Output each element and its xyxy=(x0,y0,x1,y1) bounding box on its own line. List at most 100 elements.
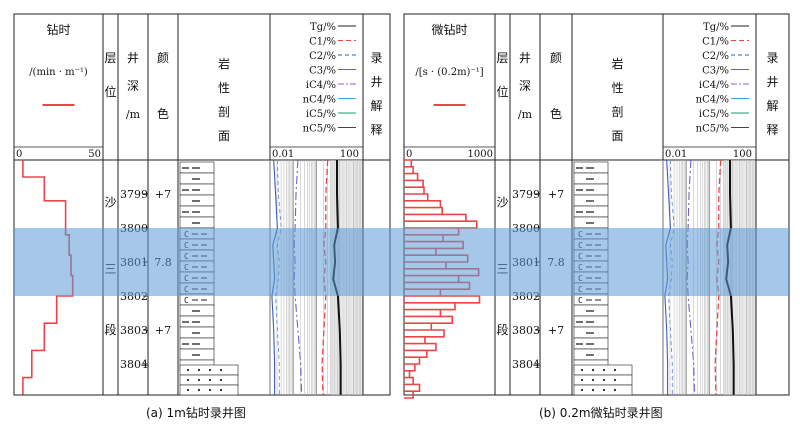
layer-title: 层 xyxy=(496,51,508,65)
depth-title: 深 xyxy=(519,79,531,93)
litho-dot xyxy=(208,368,212,372)
gas-scale-max: 100 xyxy=(733,149,752,160)
interpretation-title: 录 xyxy=(370,51,382,65)
depth-label: 3799 xyxy=(120,188,148,201)
depth-label: 3804 xyxy=(512,358,540,371)
lithology-title: 岩 xyxy=(218,56,230,71)
gas-scale-max: 100 xyxy=(340,149,359,160)
depth-title: 深 xyxy=(127,79,139,93)
c2-curve xyxy=(686,159,696,395)
lithology-title: 面 xyxy=(218,129,230,143)
litho-dot xyxy=(591,368,595,372)
color-title: 色 xyxy=(157,107,169,121)
lithology-title: 岩 xyxy=(611,56,623,71)
litho-dot xyxy=(219,368,223,372)
drill-title: 微钻时 xyxy=(431,22,467,37)
highlight-band xyxy=(14,228,790,296)
color-value: +7 xyxy=(548,324,564,337)
drill-scale-min: 0 xyxy=(16,149,22,160)
litho-dot xyxy=(591,388,595,392)
lithology-title: 剖 xyxy=(611,105,623,119)
c2-curve xyxy=(293,159,303,395)
drill-title: 钻时 xyxy=(46,22,70,37)
layer-title: 位 xyxy=(104,84,116,99)
drill-unit: /[s · (0.2m)⁻¹] xyxy=(415,67,483,78)
depth-label: 3803 xyxy=(512,324,540,337)
panel-a: 钻时/(min · m⁻¹)0 50层位井深/m颜色岩性剖面录井解释Tg/%C1/… xyxy=(13,13,391,396)
legend-label: C3/% xyxy=(702,66,729,77)
litho-dot xyxy=(613,378,617,382)
litho-dot xyxy=(186,388,190,392)
legend-label: nC5/% xyxy=(696,124,729,135)
litho-dot xyxy=(580,378,584,382)
litho-dot xyxy=(208,388,212,392)
depth-title: /m xyxy=(518,108,533,121)
depth-label: 3804 xyxy=(120,358,148,371)
litho-dot xyxy=(219,388,223,392)
depth-label: 3803 xyxy=(120,324,148,337)
drill-scale-max: 1000 xyxy=(468,149,493,160)
color-title: 颜 xyxy=(157,50,169,65)
formation-label: 段 xyxy=(496,322,508,337)
interpretation-title: 录 xyxy=(766,51,778,65)
lithology-title: 剖 xyxy=(218,105,230,119)
color-value: +7 xyxy=(155,324,171,337)
litho-dot xyxy=(613,388,617,392)
legend-label: C1/% xyxy=(702,37,729,48)
color-value: +7 xyxy=(548,188,564,201)
drill-scale-min: 0 xyxy=(406,149,412,160)
litho-dot xyxy=(580,388,584,392)
lithology-title: 面 xyxy=(611,129,623,143)
litho-dot xyxy=(602,388,606,392)
litho-dot xyxy=(602,368,606,372)
litho-dot xyxy=(186,368,190,372)
layer-title: 位 xyxy=(496,84,508,99)
litho-symbol: C xyxy=(184,296,189,305)
gas-scale-min: 0.01 xyxy=(272,149,294,160)
litho-dot xyxy=(613,368,617,372)
legend-label: C2/% xyxy=(309,51,336,62)
interpretation-title: 释 xyxy=(370,123,382,137)
legend-label: C2/% xyxy=(702,51,729,62)
litho-dot xyxy=(197,368,201,372)
ic4-curve xyxy=(275,159,282,395)
interpretation-title: 解 xyxy=(370,99,382,113)
litho-dot xyxy=(591,378,595,382)
litho-dot xyxy=(186,378,190,382)
litho-dot xyxy=(580,368,584,372)
legend-label: iC4/% xyxy=(699,80,729,91)
interpretation-title: 井 xyxy=(766,75,778,89)
lithology-title: 性 xyxy=(218,81,230,95)
gas-scale-min: 0.01 xyxy=(665,149,687,160)
litho-dot xyxy=(197,378,201,382)
caption-b: (b) 0.2m微钻时录井图 xyxy=(539,406,663,420)
formation-label: 沙 xyxy=(104,196,116,210)
legend-label: nC4/% xyxy=(696,95,729,106)
panel-b: 微钻时/[s · (0.2m)⁻¹]0 1000层位井深/m颜色岩性剖面录井解释T… xyxy=(403,13,790,399)
legend-label: nC5/% xyxy=(303,124,336,135)
depth-label: 3799 xyxy=(512,188,540,201)
drill-scale-max: 50 xyxy=(88,149,101,160)
interpretation-title: 解 xyxy=(766,99,778,113)
drill-unit: /(min · m⁻¹) xyxy=(29,67,88,78)
litho-symbol: C xyxy=(578,296,583,305)
depth-title: 井 xyxy=(519,51,531,65)
color-title: 颜 xyxy=(550,50,562,65)
interpretation-title: 释 xyxy=(766,123,778,137)
legend-label: iC5/% xyxy=(306,109,336,120)
legend-label: C3/% xyxy=(309,66,336,77)
legend-label: Tg/% xyxy=(703,22,729,33)
litho-dot xyxy=(208,378,212,382)
depth-title: 井 xyxy=(127,51,139,65)
layer-title: 层 xyxy=(104,51,116,65)
litho-dot xyxy=(197,388,201,392)
depth-title: /m xyxy=(126,108,141,121)
formation-label: 段 xyxy=(104,322,116,337)
lithology-title: 性 xyxy=(611,81,623,95)
litho-dot xyxy=(219,378,223,382)
legend-label: C1/% xyxy=(309,37,336,48)
litho-dot xyxy=(602,378,606,382)
color-value: +7 xyxy=(155,188,171,201)
legend-label: Tg/% xyxy=(310,22,336,33)
